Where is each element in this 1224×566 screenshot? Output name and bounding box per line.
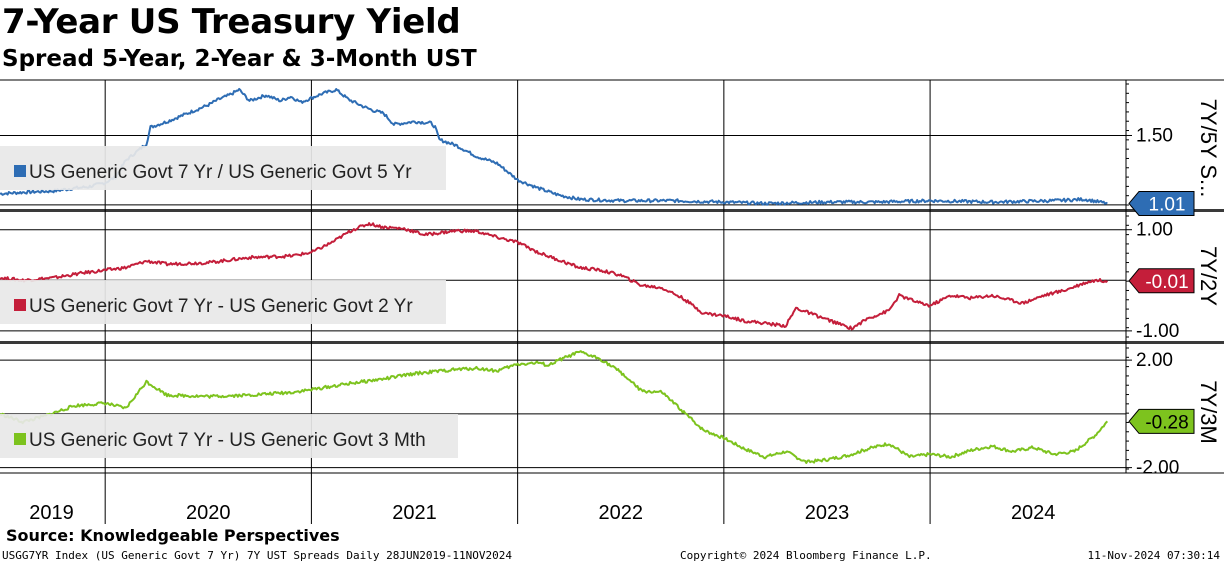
series-line xyxy=(0,222,1109,331)
y-tick-label: 1.50 xyxy=(1136,125,1173,146)
last-value-text: -0.28 xyxy=(1145,412,1188,433)
ticker-info: USGG7YR Index (US Generic Govt 7 Yr) 7Y … xyxy=(2,549,512,562)
x-tick-label: 2024 xyxy=(1011,502,1056,524)
series-line xyxy=(0,350,1109,464)
legend-label: US Generic Govt 7 Yr / US Generic Govt 5… xyxy=(29,162,412,183)
y-tick-label: 2.00 xyxy=(1136,350,1173,371)
timestamp: 11-Nov-2024 07:30:14 xyxy=(1087,549,1220,562)
legend-label: US Generic Govt 7 Yr - US Generic Govt 2… xyxy=(29,296,413,317)
legend: US Generic Govt 7 Yr - US Generic Govt 2… xyxy=(0,280,446,324)
y-tick-label: -1.00 xyxy=(1136,321,1179,342)
y-tick-label: -2.00 xyxy=(1136,458,1179,479)
legend: US Generic Govt 7 Yr / US Generic Govt 5… xyxy=(0,146,446,190)
x-tick-label: 2023 xyxy=(805,502,850,524)
last-value-text: -0.01 xyxy=(1145,272,1188,293)
panel-1: 1.50 US Generic Govt 7 Yr / US Generic Go… xyxy=(0,83,1221,216)
x-tick-label: 2022 xyxy=(598,502,643,524)
legend-swatch xyxy=(14,433,26,445)
panel-2: 1.00 -1.00 US Generic Govt 7 Yr - US Gener… xyxy=(0,215,1221,342)
legend-background xyxy=(0,414,458,458)
source-note: Source: Knowledgeable Perspectives xyxy=(6,526,340,545)
x-tick-label: 2019 xyxy=(29,502,74,524)
last-value-tag: 1.01 xyxy=(1128,190,1195,216)
last-value-tag-shape xyxy=(1128,408,1195,434)
series-line xyxy=(0,87,1108,206)
chart-subtitle: Spread 5-Year, 2-Year & 3-Month UST xyxy=(2,46,477,72)
axis-title: 7Y/2Y xyxy=(1196,246,1221,306)
y-tick-label: 1.00 xyxy=(1136,220,1173,241)
last-value-tag: -0.01 xyxy=(1128,268,1195,294)
panel-separator xyxy=(0,209,1224,212)
axis-title: 7Y/3M xyxy=(1196,380,1221,444)
legend-swatch xyxy=(14,165,26,177)
panel-separator xyxy=(0,341,1224,344)
chart-title: 7-Year US Treasury Yield xyxy=(2,2,461,42)
last-value-tag: -0.28 xyxy=(1128,408,1195,434)
legend-swatch xyxy=(14,299,26,311)
x-tick-label: 2021 xyxy=(392,502,437,524)
last-value-text: 1.01 xyxy=(1149,194,1186,215)
copyright: Copyright© 2024 Bloomberg Finance L.P. xyxy=(680,549,932,562)
last-value-tag-shape xyxy=(1128,268,1195,294)
last-value-tag-shape xyxy=(1128,190,1195,216)
legend-background xyxy=(0,146,446,190)
panel-3: 2.00 -2.00 US Generic Govt 7 Yr - US Gener… xyxy=(0,347,1221,479)
legend-background xyxy=(0,280,446,324)
x-tick-label: 2020 xyxy=(186,502,231,524)
legend-label: US Generic Govt 7 Yr - US Generic Govt 3… xyxy=(29,430,426,451)
legend: US Generic Govt 7 Yr - US Generic Govt 3… xyxy=(0,414,458,458)
axis-title: 7Y/5Y S... xyxy=(1196,99,1221,198)
